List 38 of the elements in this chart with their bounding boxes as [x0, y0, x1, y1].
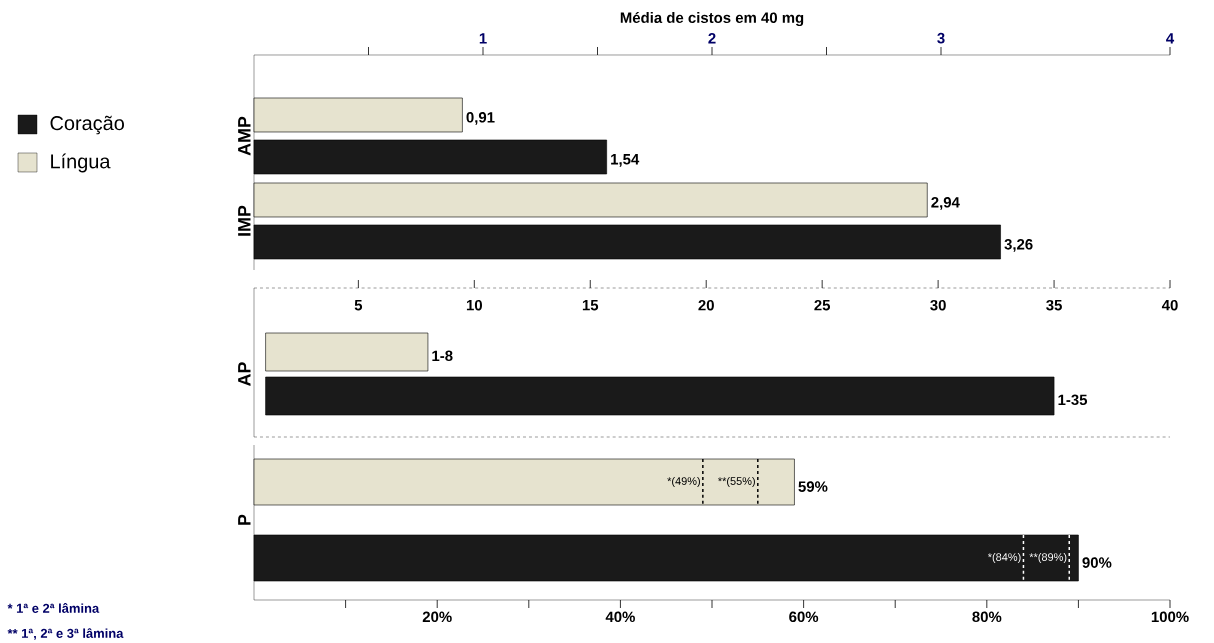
data-label: 1-35 [1058, 394, 1088, 406]
data-label: 90% [1082, 557, 1112, 568]
x-tick-label: 25 [814, 299, 831, 311]
x-tick-label: 5 [354, 300, 363, 311]
legend-label: Língua [51, 153, 111, 173]
text: * 1ª e 2ª lâmina [7, 603, 100, 613]
x-tick-label: 3 [937, 32, 945, 44]
x-tick-label: 40% [605, 611, 635, 623]
x-axis-title: Média de cistos em 40 mg [620, 11, 804, 27]
ref-line-label: *(49%) [667, 476, 700, 488]
ref-line-label: *(84%) [987, 552, 1021, 564]
y-tick-label: AP [238, 362, 251, 386]
x-tick-label: 20% [422, 611, 452, 623]
x-tick-label: 30 [930, 299, 946, 311]
x-tick-label: 20 [698, 299, 714, 311]
data-label: 1-8 [432, 350, 453, 362]
x-tick-label: 80% [972, 611, 1002, 623]
x-tick-label: 2 [708, 33, 716, 44]
legend-label: Coração [50, 115, 124, 135]
x-tick-label: 60% [789, 611, 819, 623]
ref-line-label: **(89%) [1029, 552, 1067, 564]
x-tick-label: 4 [1166, 33, 1175, 44]
x-tick-label: 1 [479, 33, 487, 44]
x-tick-label: 100% [1151, 611, 1189, 623]
x-tick-label: 15 [582, 300, 599, 311]
ref-line-label: **(55%) [718, 476, 755, 488]
y-tick-label: P [238, 514, 251, 525]
data-label: 3,26 [1004, 239, 1033, 252]
y-tick-label: AMP [238, 116, 251, 156]
y-tick-label: IMP [238, 205, 251, 236]
text: ** 1ª, 2ª e 3ª lâmina [7, 628, 124, 640]
data-label: 1,54 [611, 154, 640, 167]
x-tick-label: 40 [1161, 299, 1178, 311]
data-label: 2,94 [931, 197, 960, 210]
x-tick-label: 35 [1046, 299, 1062, 311]
data-label: 0,91 [466, 112, 495, 125]
data-label: 59% [798, 481, 828, 492]
x-tick-label: 10 [466, 299, 482, 311]
